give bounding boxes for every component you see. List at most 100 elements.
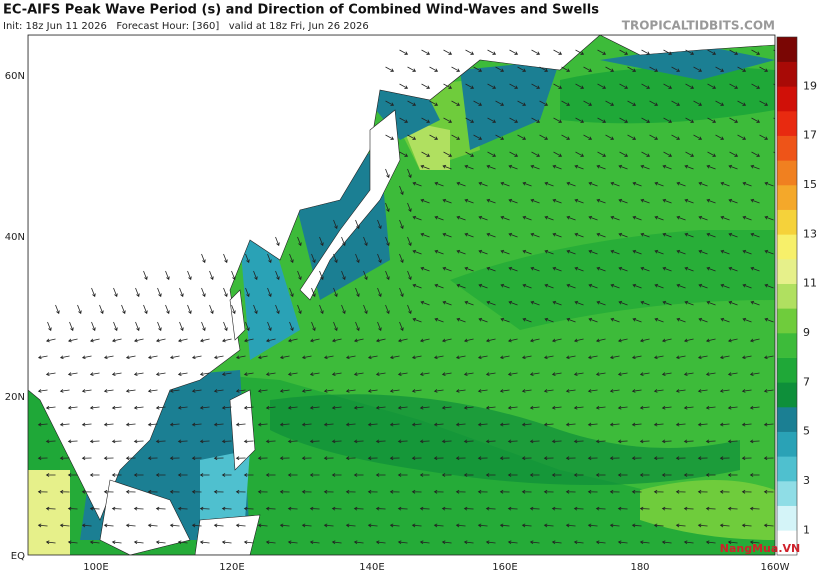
lon-label: 140E: [359, 562, 384, 573]
arrow: [419, 405, 430, 410]
arrow: [574, 338, 584, 343]
arrow: [618, 266, 628, 272]
arrow: [47, 321, 52, 332]
arrow: [345, 389, 356, 393]
arrow: [399, 49, 409, 55]
arrow: [609, 489, 620, 494]
arrow: [45, 473, 56, 477]
arrow: [345, 489, 356, 494]
arrow: [399, 83, 409, 89]
arrow: [605, 100, 615, 106]
arrow: [707, 83, 717, 89]
arrow: [433, 523, 444, 528]
arrow: [639, 439, 650, 444]
arrow: [59, 389, 70, 393]
arrow: [134, 338, 144, 343]
arrow: [706, 266, 716, 272]
arrow: [434, 215, 444, 221]
arrow: [199, 540, 210, 545]
colorbar-segment: [777, 86, 797, 112]
arrow: [463, 372, 474, 376]
arrow: [728, 232, 738, 238]
arrow: [662, 232, 672, 238]
arrow: [749, 405, 760, 410]
arrow: [67, 372, 78, 376]
arrow: [135, 287, 140, 298]
arrow: [421, 49, 431, 55]
arrow: [333, 321, 338, 332]
arrow: [574, 300, 584, 306]
arrow: [640, 300, 650, 306]
arrow: [397, 439, 408, 444]
arrow: [169, 489, 180, 494]
arrow: [552, 232, 562, 238]
arrow: [517, 66, 527, 72]
arrow: [267, 287, 272, 298]
arrow: [676, 283, 686, 289]
arrow: [565, 389, 576, 393]
colorbar-segment: [777, 185, 797, 210]
arrow: [125, 389, 136, 393]
arrow: [609, 523, 620, 528]
arrow: [583, 134, 593, 140]
arrow: [55, 304, 60, 315]
arrow: [552, 198, 562, 204]
arrow: [705, 372, 716, 376]
arrow: [706, 338, 716, 343]
arrow: [661, 506, 672, 511]
arrow: [399, 219, 404, 230]
arrow: [529, 506, 540, 511]
lon-label: 100E: [83, 562, 108, 573]
arrow: [508, 266, 518, 272]
arrow: [654, 283, 664, 289]
arrow: [113, 321, 118, 332]
arrow: [661, 372, 672, 376]
arrow: [618, 338, 628, 343]
arrow: [199, 506, 210, 511]
arrow: [566, 283, 576, 289]
arrow: [742, 215, 752, 221]
arrow: [265, 473, 276, 477]
arrow: [279, 355, 290, 360]
arrow: [465, 117, 475, 123]
arrow: [456, 181, 466, 187]
arrow: [331, 473, 342, 477]
arrow: [588, 215, 598, 221]
arrow: [355, 321, 360, 332]
arrow: [297, 236, 302, 247]
arrow: [222, 338, 232, 343]
arrow: [720, 249, 730, 255]
arrow: [675, 523, 686, 528]
axis-labels: 60N 40N 20N EQ 100E 120E 140E 160E 180 160W: [5, 71, 790, 573]
arrow: [455, 489, 466, 494]
arrow: [442, 338, 452, 343]
arrow: [531, 117, 541, 123]
arrow: [551, 506, 562, 511]
arrow: [508, 300, 518, 306]
arrow: [267, 253, 272, 264]
arrow: [727, 473, 738, 477]
colorbar-segment: [777, 530, 797, 556]
colorbar-label: 13: [803, 227, 817, 240]
arrow: [67, 540, 78, 545]
arrow: [389, 456, 400, 461]
arrow: [477, 523, 488, 528]
arrow: [103, 523, 114, 528]
arrow: [279, 489, 290, 494]
arrow: [693, 100, 703, 106]
arrow: [631, 489, 642, 494]
arrow: [596, 232, 606, 238]
arrow: [684, 338, 694, 343]
arrow: [763, 422, 774, 427]
arrow: [543, 389, 554, 393]
colorbar-segment: [777, 308, 797, 334]
arrow: [750, 338, 760, 343]
arrow: [654, 181, 664, 187]
arrow: [412, 317, 422, 323]
arrow: [112, 338, 122, 343]
arrow: [610, 283, 620, 289]
arrow: [191, 523, 202, 528]
arrow: [574, 232, 584, 238]
arrow: [367, 523, 378, 528]
arrow: [221, 473, 232, 477]
